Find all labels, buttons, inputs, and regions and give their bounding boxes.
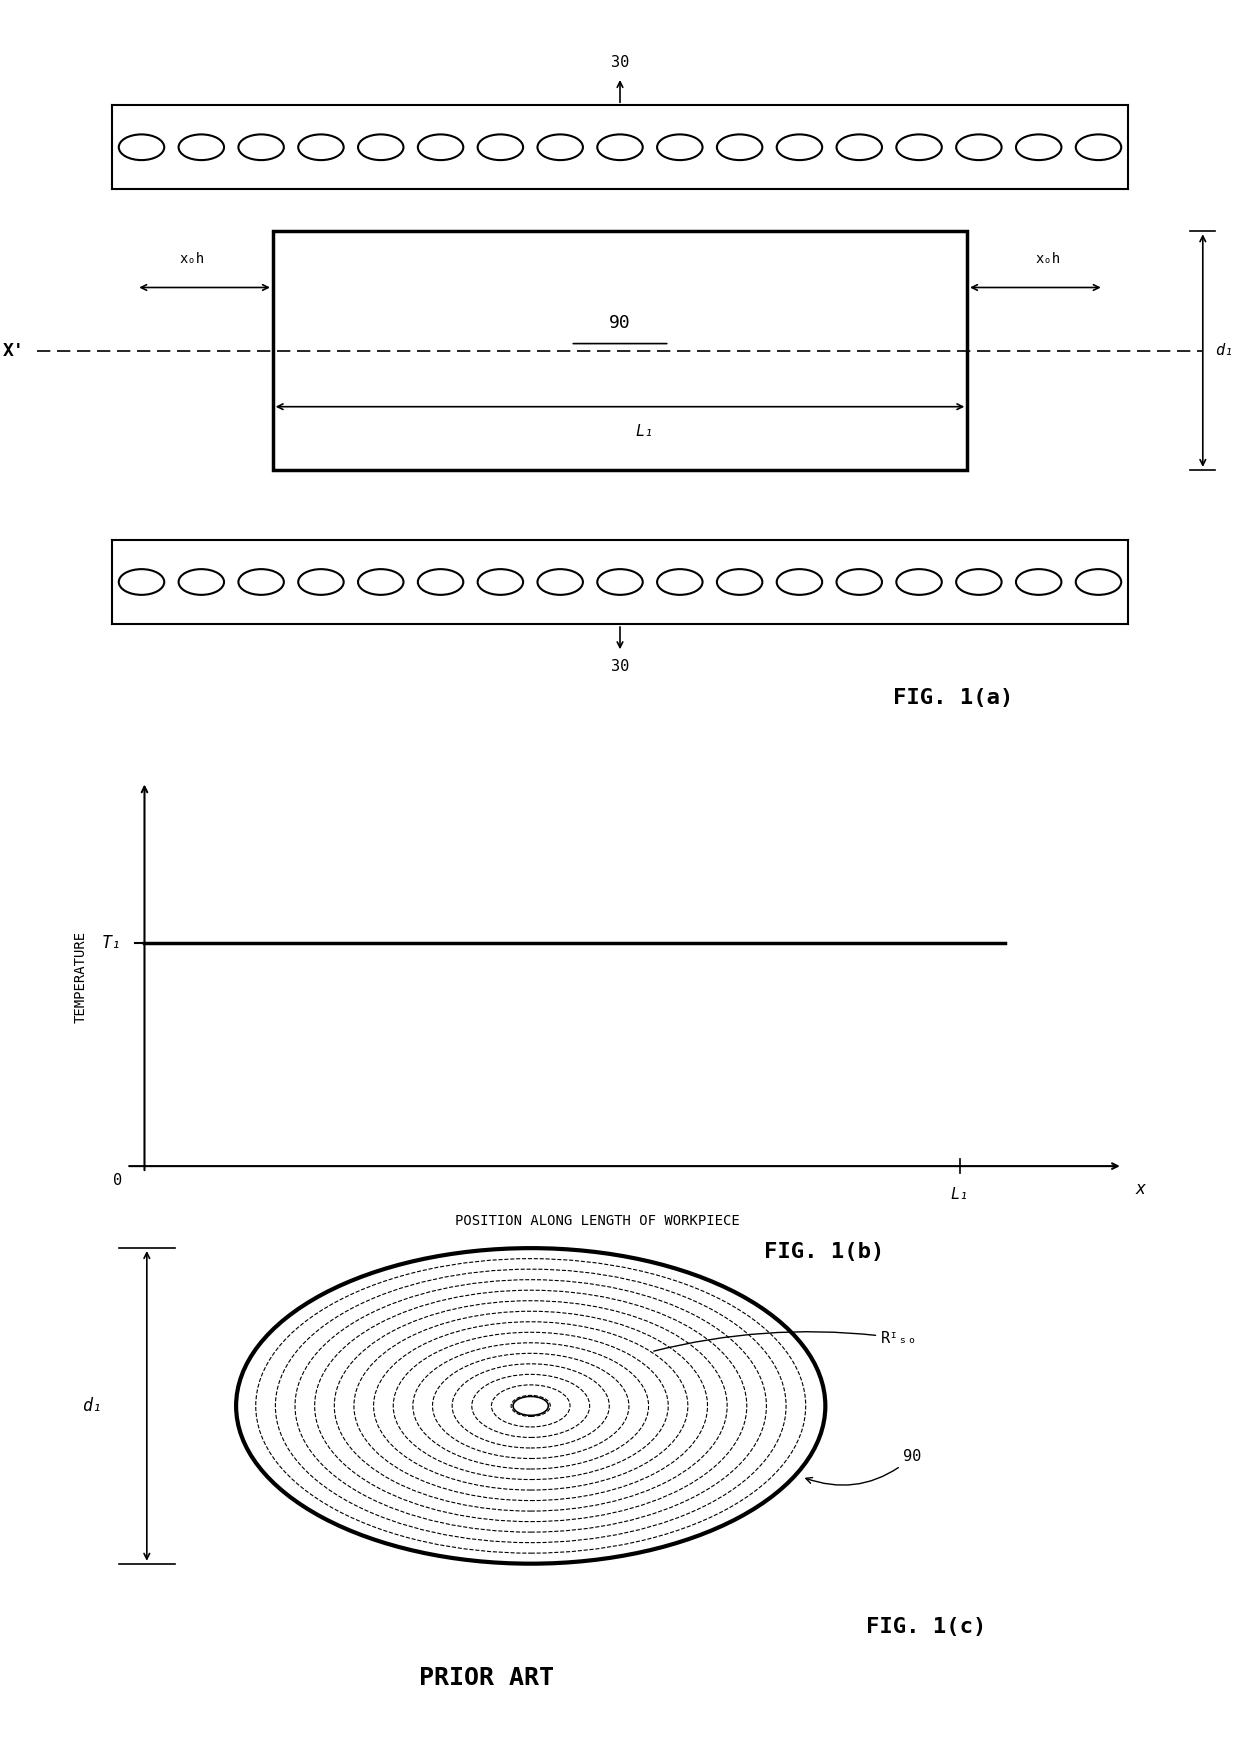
Text: x: x — [1136, 1180, 1146, 1197]
Text: 30: 30 — [611, 659, 629, 675]
Text: xₒh: xₒh — [1035, 252, 1060, 266]
Text: xₒh: xₒh — [180, 252, 205, 266]
Text: FIG. 1(a): FIG. 1(a) — [893, 689, 1013, 708]
Text: 90: 90 — [806, 1450, 921, 1485]
Text: PRIOR ART: PRIOR ART — [419, 1665, 553, 1690]
Text: d₁: d₁ — [82, 1397, 102, 1415]
Text: T₁: T₁ — [102, 934, 122, 952]
Text: 0: 0 — [113, 1173, 122, 1189]
Text: Rᴵₛₒ: Rᴵₛₒ — [653, 1331, 918, 1352]
Text: TEMPERATURE: TEMPERATURE — [74, 931, 88, 1024]
Bar — [273, 231, 967, 470]
Text: X': X' — [2, 342, 25, 359]
Text: POSITION ALONG LENGTH OF WORKPIECE: POSITION ALONG LENGTH OF WORKPIECE — [455, 1215, 740, 1229]
Ellipse shape — [236, 1248, 826, 1564]
Text: L₁: L₁ — [951, 1187, 968, 1203]
Text: 30: 30 — [611, 54, 629, 70]
Text: FIG. 1(b): FIG. 1(b) — [764, 1241, 884, 1262]
Text: 90: 90 — [609, 314, 631, 331]
Text: L₁: L₁ — [636, 424, 653, 440]
Text: d₁: d₁ — [1215, 344, 1234, 358]
Text: FIG. 1(c): FIG. 1(c) — [866, 1618, 986, 1637]
